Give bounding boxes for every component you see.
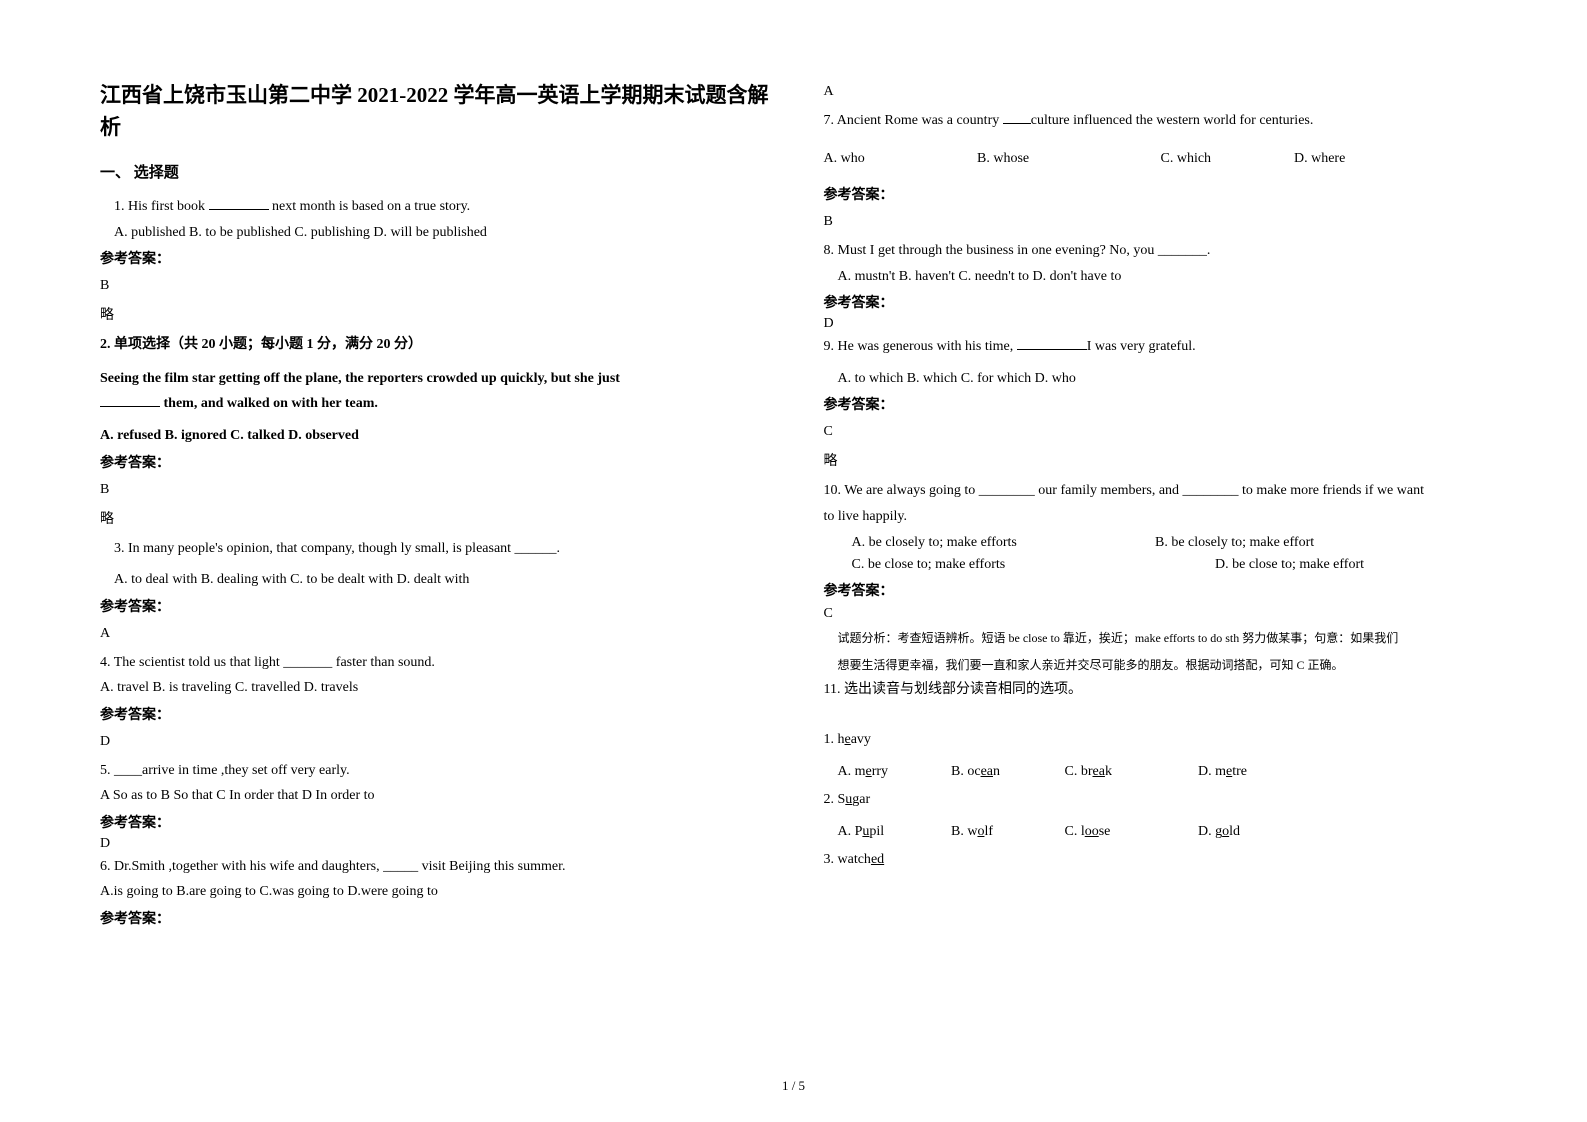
q1-note: 略 [100, 304, 774, 324]
q7-opt-b: B. whose [977, 148, 1157, 170]
blank [209, 196, 269, 210]
q11-p1-opt-a: A. merry [838, 761, 948, 783]
q6-stem: 6. Dr.Smith ,together with his wife and … [100, 856, 774, 878]
answer-label: 参考答案： [824, 292, 1498, 312]
q11-heading: 11. 选出读音与划线部分读音相同的选项。 [824, 679, 1498, 701]
q11-p1-opt-c: C. break [1065, 761, 1195, 783]
q7-stem-b: culture influenced the western world for… [1031, 113, 1314, 128]
q1-answer: B [100, 278, 774, 294]
q7-opt-d: D. where [1294, 151, 1345, 166]
answer-label: 参考答案： [100, 812, 774, 832]
q9-stem-a: 9. He was generous with his time, [824, 339, 1017, 354]
q3-answer: A [100, 626, 774, 642]
right-column: A 7. Ancient Rome was a country culture … [824, 80, 1498, 932]
q10-options-row2: C. be close to; make efforts D. be close… [824, 554, 1498, 576]
q8-stem: 8. Must I get through the business in on… [824, 240, 1498, 262]
q9-stem: 9. He was generous with his time, I was … [824, 336, 1498, 358]
answer-label: 参考答案： [100, 452, 774, 472]
answer-label: 参考答案： [100, 908, 774, 928]
q4-stem: 4. The scientist told us that light ____… [100, 652, 774, 674]
blank [1017, 336, 1087, 350]
page: 江西省上饶市玉山第二中学 2021-2022 学年高一英语上学期期末试题含解析 … [0, 0, 1587, 962]
q2-note: 略 [100, 508, 774, 528]
q3-options: A. to deal with B. dealing with C. to be… [100, 569, 774, 591]
q2-answer: B [100, 482, 774, 498]
q7-answer: B [824, 214, 1498, 230]
q6-options: A.is going to B.are going to C.was going… [100, 881, 774, 903]
q11-p2-opt-a: A. Pupil [838, 821, 948, 843]
q11-p3-word: 3. watched [824, 849, 1498, 871]
q10-note1: 试题分析：考查短语辨析。短语 be close to 靠近，挨近；make ef… [824, 628, 1498, 648]
q11-p2-opt-b: B. wolf [951, 821, 1061, 843]
q6-answer: A [824, 84, 1498, 100]
q1-options: A. published B. to be published C. publi… [100, 222, 774, 244]
q2-stem2-line: them, and walked on with her team. [100, 393, 774, 415]
section-1-heading: 一、 选择题 [100, 161, 774, 182]
answer-label: 参考答案： [824, 394, 1498, 414]
q10-stem2: to live happily. [824, 506, 1498, 528]
q2-stem1: Seeing the film star getting off the pla… [100, 368, 774, 390]
q7-stem: 7. Ancient Rome was a country culture in… [824, 110, 1498, 132]
q4-answer: D [100, 734, 774, 750]
answer-label: 参考答案： [100, 248, 774, 268]
q1-stem-b: next month is based on a true story. [269, 199, 471, 214]
q7-options: A. who B. whose C. which D. where [824, 148, 1498, 170]
q11-p1-opt-b: B. ocean [951, 761, 1061, 783]
q9-answer: C [824, 424, 1498, 440]
answer-label: 参考答案： [100, 596, 774, 616]
left-column: 江西省上饶市玉山第二中学 2021-2022 学年高一英语上学期期末试题含解析 … [100, 80, 774, 932]
q2-stem2: them, and walked on with her team. [160, 396, 378, 411]
q11-p2-word: 2. Sugar [824, 789, 1498, 811]
q4-options: A. travel B. is traveling C. travelled D… [100, 677, 774, 699]
q10-stem1: 10. We are always going to ________ our … [824, 480, 1498, 502]
page-number: 1 / 5 [0, 1078, 1587, 1094]
q5-options: A So as to B So that C In order that D I… [100, 785, 774, 807]
q9-stem-b: I was very grateful. [1087, 339, 1196, 354]
q7-opt-a: A. who [824, 148, 974, 170]
q1-stem: 1. His first book next month is based on… [100, 196, 774, 218]
answer-label: 参考答案： [824, 184, 1498, 204]
q10-opt-a: A. be closely to; make efforts [852, 532, 1152, 554]
q5-stem: 5. ____arrive in time ,they set off very… [100, 760, 774, 782]
q8-answer: D [824, 316, 1498, 332]
blank [1003, 110, 1031, 124]
q8-options: A. mustn't B. haven't C. needn't to D. d… [824, 266, 1498, 288]
q11-p1-options: A. merry B. ocean C. break D. metre [824, 761, 1498, 783]
q11-p2-options: A. Pupil B. wolf C. loose D. gold [824, 821, 1498, 843]
q5-answer: D [100, 836, 774, 852]
q11-p1-a: 1. h [824, 732, 845, 747]
q9-note: 略 [824, 450, 1498, 470]
answer-label: 参考答案： [100, 704, 774, 724]
q11-p2-opt-c: C. loose [1065, 821, 1195, 843]
q10-opt-d: D. be close to; make effort [1215, 557, 1364, 572]
q11-p2-opt-d: D. gold [1198, 824, 1240, 839]
q3-stem: 3. In many people's opinion, that compan… [100, 538, 774, 560]
q10-note2: 想要生活得更幸福，我们要一直和家人亲近并交尽可能多的朋友。根据动词搭配，可知 C… [824, 655, 1498, 675]
q2-heading: 2. 单项选择（共 20 小题；每小题 1 分，满分 20 分） [100, 334, 774, 356]
q11-p1-opt-d: D. metre [1198, 764, 1247, 779]
blank [100, 393, 160, 407]
q10-opt-c: C. be close to; make efforts [852, 554, 1212, 576]
q9-options: A. to which B. which C. for which D. who [824, 368, 1498, 390]
doc-title: 江西省上饶市玉山第二中学 2021-2022 学年高一英语上学期期末试题含解析 [100, 80, 774, 143]
answer-label: 参考答案： [824, 580, 1498, 600]
q2-options: A. refused B. ignored C. talked D. obser… [100, 425, 774, 447]
q11-p1-word: 1. heavy [824, 729, 1498, 751]
q7-opt-c: C. which [1161, 148, 1291, 170]
q10-options-row1: A. be closely to; make efforts B. be clo… [824, 532, 1498, 554]
q10-opt-b: B. be closely to; make effort [1155, 535, 1314, 550]
q10-answer: C [824, 606, 1498, 622]
q7-stem-a: 7. Ancient Rome was a country [824, 113, 1003, 128]
q11-p1-c: avy [851, 732, 871, 747]
q1-stem-a: 1. His first book [114, 199, 209, 214]
